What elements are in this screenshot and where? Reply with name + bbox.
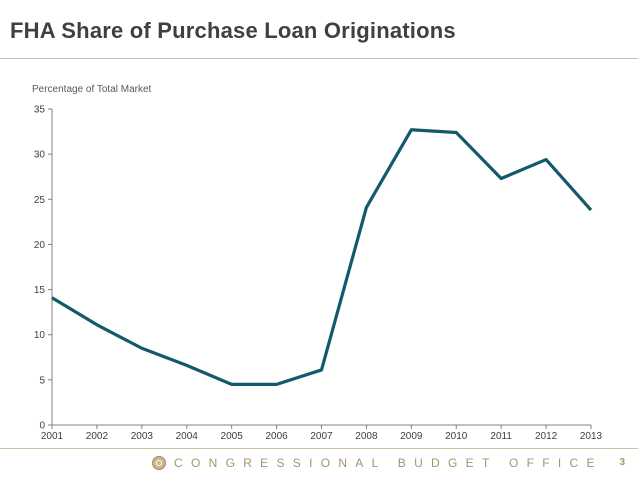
x-tick-label: 2003 (131, 431, 154, 442)
y-tick-label: 5 (39, 375, 45, 386)
x-tick-label: 2009 (400, 431, 423, 442)
x-tick-label: 2012 (535, 431, 558, 442)
y-tick-label: 0 (39, 421, 45, 432)
chart-series (51, 128, 593, 386)
footer: CONGRESSIONAL BUDGET OFFICE 3 (0, 452, 638, 476)
series-line (51, 128, 593, 386)
cbo-seal-icon (152, 456, 166, 470)
x-tick-label: 2010 (445, 431, 468, 442)
x-tick-label: 2002 (86, 431, 109, 442)
title-divider (0, 58, 638, 59)
x-tick-label: 2007 (310, 431, 333, 442)
x-tick-label: 2004 (176, 431, 199, 442)
chart-axes (51, 109, 591, 426)
x-tick-label: 2008 (355, 431, 378, 442)
y-tick-label: 10 (34, 330, 46, 341)
y-tick-label: 35 (34, 105, 46, 116)
y-tick-label: 30 (34, 150, 46, 161)
page-number: 3 (619, 457, 625, 468)
chart-ticks: 0 5 10 15 20 25 30 35 2001 2002 2003 2004 2005 2006 20… (34, 105, 603, 443)
org-name: CONGRESSIONAL BUDGET OFFICE (174, 456, 603, 470)
y-tick-label: 15 (34, 285, 46, 296)
x-tick-label: 2006 (265, 431, 288, 442)
x-tick-label: 2013 (580, 431, 603, 442)
y-axis-label: Percentage of Total Market (32, 84, 152, 95)
x-tick-label: 2011 (490, 431, 512, 442)
line-chart: Percentage of Total Market 0 5 10 15 20 25 30 3… (32, 84, 603, 443)
slide-title: FHA Share of Purchase Loan Originations (10, 18, 456, 43)
y-tick-label: 20 (34, 240, 46, 251)
x-tick-label: 2005 (221, 431, 244, 442)
y-tick-label: 25 (34, 195, 46, 206)
footer-divider (0, 448, 638, 449)
x-tick-label: 2001 (41, 431, 64, 442)
